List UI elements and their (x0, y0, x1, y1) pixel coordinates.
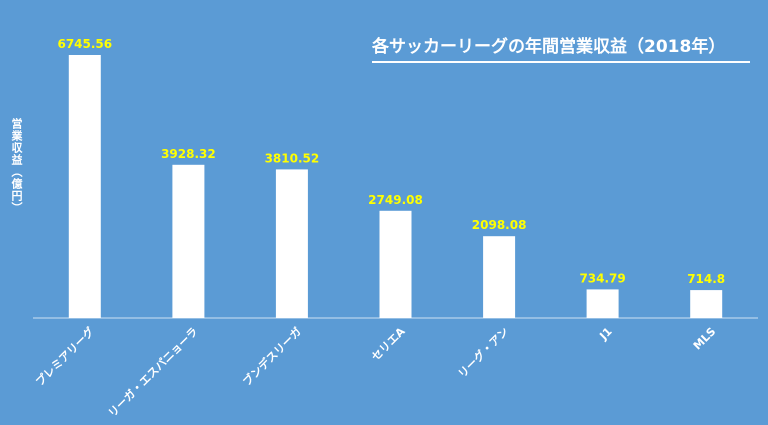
category-label-2: ブンデスリーガ (240, 324, 304, 388)
value-label-0: 6745.56 (57, 37, 112, 51)
bar-3 (379, 210, 412, 318)
value-label-3: 2749.08 (368, 193, 423, 207)
category-label-3: セリエA (369, 325, 408, 364)
bar-0 (68, 55, 101, 318)
title-underline (372, 61, 750, 63)
value-label-4: 2098.08 (472, 218, 527, 232)
bar-4 (483, 236, 516, 318)
chart-title: 各サッカーリーグの年間営業収益（2018年） (372, 37, 726, 57)
value-label-1: 3928.32 (161, 147, 216, 161)
category-label-0: プレミアリーグ (33, 324, 97, 388)
bar-6 (690, 290, 723, 318)
category-label-6: MLS (691, 325, 719, 353)
category-label-1: リーガ・エスパニョーラ (105, 324, 200, 419)
y-axis-label: 営業収益（億円） (10, 118, 23, 214)
bar-1 (172, 164, 205, 318)
category-label-4: リーグ・アン (455, 324, 511, 380)
value-label-5: 734.79 (579, 271, 625, 285)
value-label-2: 3810.52 (265, 151, 320, 165)
bar-5 (586, 289, 619, 318)
value-label-6: 714.8 (687, 272, 725, 286)
category-label-5: J1 (597, 325, 615, 343)
bar-2 (275, 169, 308, 318)
